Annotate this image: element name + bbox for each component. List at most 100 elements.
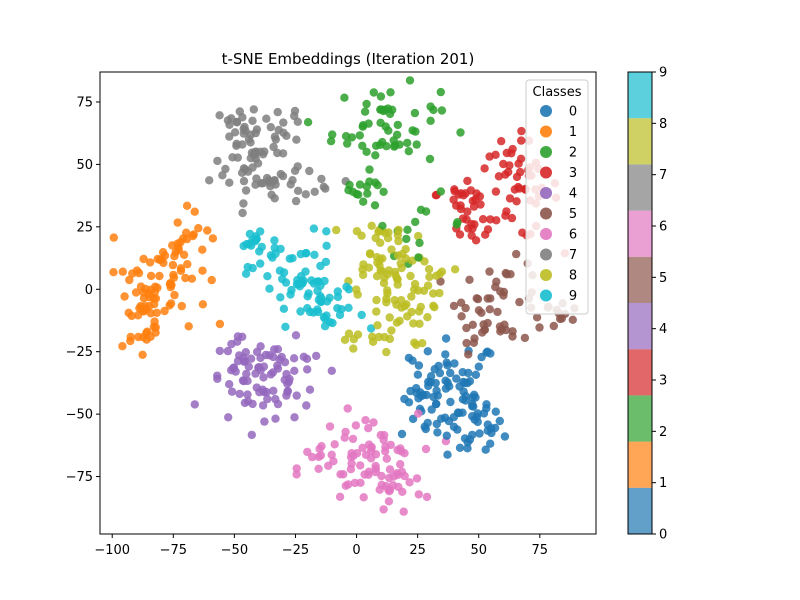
scatter-point-class-9 [321,257,331,267]
scatter-point-class-0 [471,370,481,379]
legend-title: Classes [533,85,582,100]
scatter-point-class-0 [491,407,500,416]
scatter-point-class-1 [118,342,127,351]
scatter-point-class-7 [243,167,253,176]
scatter-point-class-6 [350,478,360,488]
scatter-point-class-5 [485,305,494,314]
scatter-point-class-8 [373,258,382,267]
scatter-point-class-2 [376,92,386,101]
scatter-point-class-7 [293,162,302,171]
scatter-point-class-9 [328,318,337,328]
scatter-point-class-5 [557,314,566,323]
scatter-point-class-8 [374,227,383,236]
scatter-point-class-9 [257,242,266,252]
scatter-point-class-6 [315,444,324,454]
colorbar-frame [627,71,653,535]
scatter-point-class-8 [392,318,402,327]
legend-label-6: 6 [569,228,577,243]
x-tick-label: −75 [160,543,187,558]
scatter-point-class-5 [520,333,530,343]
scatter-point-class-8 [400,301,409,311]
scatter-point-class-7 [256,147,265,156]
scatter-point-class-0 [446,397,455,407]
scatter-point-class-2 [326,137,336,146]
scatter-point-class-0 [441,350,450,359]
scatter-point-class-6 [364,440,374,449]
scatter-point-class-7 [244,135,254,144]
scatter-point-class-2 [373,181,382,190]
x-tick-label: 25 [409,543,426,558]
scatter-point-class-2 [437,106,447,115]
scatter-point-class-8 [368,332,377,341]
scatter-point-class-0 [431,378,440,388]
scatter-point-class-8 [382,298,391,307]
scatter-point-class-1 [170,290,179,300]
scatter-point-class-4 [246,354,256,363]
scatter-point-class-3 [470,220,479,229]
scatter-point-class-2 [412,140,421,149]
scatter-point-class-1 [179,250,189,259]
colorbar-tick-label: 4 [659,322,667,337]
scatter-point-class-1 [120,292,129,301]
scatter-point-class-4 [299,352,308,361]
scatter-point-class-2 [426,116,435,126]
scatter-point-class-8 [340,335,350,344]
scatter-point-class-6 [325,422,335,431]
scatter-point-class-4 [271,394,280,404]
scatter-point-class-0 [474,362,483,371]
scatter-point-class-7 [225,132,234,141]
scatter-point-class-4 [235,389,244,399]
scatter-point-class-0 [463,444,472,453]
scatter-point-class-1 [118,267,128,276]
scatter-point-class-0 [475,429,484,438]
scatter-point-class-6 [379,505,388,514]
scatter-point-class-1 [182,228,191,237]
scatter-point-class-1 [166,283,175,292]
scatter-point-class-8 [357,231,366,240]
scatter-point-class-3 [491,187,501,196]
scatter-point-class-2 [303,118,313,127]
scatter-point-class-2 [376,140,385,149]
scatter-point-class-4 [282,391,291,400]
scatter-point-class-2 [359,197,368,206]
scatter-point-class-8 [423,313,432,322]
scatter-point-class-4 [269,386,278,395]
scatter-point-class-6 [335,492,345,501]
scatter-point-class-6 [303,447,312,457]
x-tick-label: 75 [532,543,549,558]
colorbar-tick-label: 3 [659,374,667,389]
scatter-point-class-0 [464,368,473,378]
scatter-point-class-4 [290,366,299,375]
scatter-point-class-1 [145,258,155,267]
scatter-point-class-0 [463,438,472,447]
scatter-point-class-3 [507,213,517,223]
scatter-point-class-7 [246,154,255,163]
scatter-point-class-2 [436,187,445,196]
scatter-point-class-2 [414,253,423,262]
scatter-point-class-5 [512,249,521,259]
scatter-point-class-6 [377,480,386,489]
scatter-point-class-8 [424,265,434,274]
scatter-point-class-1 [138,306,147,315]
scatter-point-class-1 [183,260,192,269]
scatter-point-class-2 [363,189,372,198]
scatter-point-class-1 [124,308,133,317]
scatter-point-class-6 [371,461,380,471]
scatter-point-class-0 [429,392,438,402]
scatter-point-class-5 [549,321,558,331]
scatter-point-class-5 [515,297,524,307]
scatter-point-class-8 [390,296,399,305]
scatter-point-class-1 [207,275,216,285]
scatter-point-class-0 [454,408,464,418]
scatter-point-class-8 [382,347,391,357]
scatter-point-class-0 [413,370,423,379]
legend-marker-4 [540,187,552,199]
scatter-point-class-9 [321,315,330,324]
scatter-point-class-8 [394,236,403,246]
scatter-point-class-4 [243,390,252,399]
scatter-point-class-7 [225,178,234,187]
legend-marker-6 [540,228,552,240]
scatter-point-class-1 [190,207,199,216]
scatter-point-class-8 [366,249,375,259]
